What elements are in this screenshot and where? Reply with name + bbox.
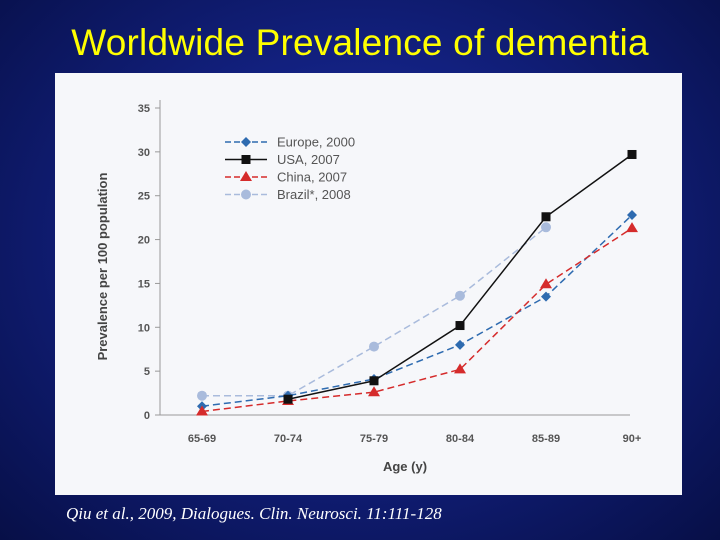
y-axis-label: Prevalence per 100 population: [95, 173, 110, 361]
y-tick-label: 5: [144, 366, 150, 378]
x-tick-label: 75-79: [360, 433, 388, 445]
slide-title: Worldwide Prevalence of dementia: [71, 22, 649, 63]
y-tick-label: 0: [144, 410, 150, 422]
legend-marker-usa-2007: [241, 155, 251, 164]
legend-marker-china-2007: [240, 171, 252, 181]
data-point-usa-2007: [627, 149, 637, 159]
data-point-usa-2007: [541, 212, 551, 222]
x-tick-label: 85-89: [532, 433, 560, 445]
data-point-china-2007: [540, 278, 552, 289]
data-point-usa-2007: [369, 376, 379, 386]
y-tick-label: 20: [138, 235, 150, 247]
x-tick-label: 70-74: [274, 433, 303, 445]
data-point-china-2007: [196, 405, 208, 416]
y-tick-label: 25: [138, 191, 150, 203]
legend-label-china-2007: China, 2007: [277, 170, 347, 185]
y-tick-label: 15: [138, 278, 150, 290]
series-line-brazil-2008: [202, 226, 547, 397]
data-point-usa-2007: [455, 321, 465, 331]
data-point-china-2007: [454, 363, 466, 374]
data-point-usa-2007: [283, 394, 293, 404]
prevalence-line-chart: 0 5 10 15 20 25 30 35 65-69 70-74 75-79 80-84 85-89 9…: [95, 100, 642, 474]
data-point-china-2007: [368, 386, 380, 397]
legend-label-brazil-2008: Brazil*, 2008: [277, 187, 351, 202]
data-point-brazil-2008: [541, 222, 551, 233]
legend-marker-europe-2000: [241, 137, 251, 147]
series-line-china-2007: [201, 227, 633, 413]
y-tick-label: 35: [138, 103, 150, 115]
data-point-europe-2000: [541, 291, 551, 302]
series-line-europe-2000: [201, 214, 633, 407]
x-axis-label: Age (y): [383, 459, 427, 474]
data-point-europe-2000: [455, 339, 465, 350]
x-tick-label: 65-69: [188, 433, 216, 445]
data-point-china-2007: [626, 222, 638, 233]
legend-label-usa-2007: USA, 2007: [277, 152, 340, 167]
legend-marker-brazil-2008: [241, 189, 251, 200]
data-point-brazil-2008: [455, 290, 465, 301]
data-point-brazil-2008: [369, 341, 379, 352]
y-tick-label: 10: [138, 322, 150, 334]
data-point-brazil-2008: [197, 390, 207, 401]
y-tick-label: 30: [138, 147, 150, 159]
x-tick-label: 90+: [623, 433, 642, 445]
chart-panel: 0 5 10 15 20 25 30 35 65-69 70-74 75-79 80-84 85-89 9…: [55, 73, 682, 495]
data-point-europe-2000: [627, 210, 637, 221]
citation: Qiu et al., 2009, Dialogues. Clin. Neuro…: [66, 504, 442, 523]
x-tick-label: 80-84: [446, 433, 475, 445]
legend-label-europe-2000: Europe, 2000: [277, 135, 355, 150]
